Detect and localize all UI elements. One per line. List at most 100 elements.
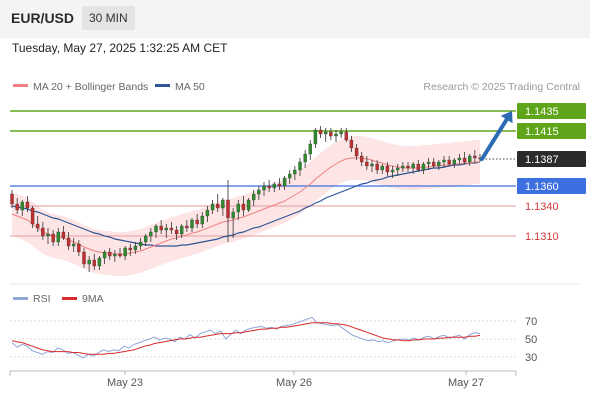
candle-body	[36, 223, 40, 229]
ma50-legend-label: MA 50	[175, 81, 205, 93]
candle-body	[72, 243, 76, 247]
candle-body	[92, 259, 96, 267]
candle-body	[61, 231, 66, 239]
forecast-arrow	[480, 111, 513, 161]
candle-body	[97, 257, 102, 267]
header-bar: EUR/USD 30 MIN	[0, 0, 590, 38]
level-label-text: 1.1340	[525, 201, 559, 213]
rsi-panel: 70 50 30	[10, 316, 537, 364]
candle-body	[293, 169, 297, 175]
candle-body	[226, 199, 230, 219]
candle-body	[473, 155, 477, 159]
candle-body	[82, 251, 86, 265]
candle-body	[159, 225, 163, 231]
level-label-text: 1.1415	[525, 126, 559, 138]
candle-body	[318, 129, 323, 135]
candle-body	[216, 203, 220, 209]
candle-body	[380, 165, 384, 171]
ma20-legend-swatch	[13, 84, 28, 87]
level-label-box	[517, 123, 586, 139]
candle-body	[416, 163, 420, 171]
candle-body	[406, 165, 410, 169]
price-levels	[10, 110, 516, 237]
candle-body	[298, 161, 302, 171]
candle-body	[180, 225, 184, 235]
level-labels: 1.1435 1.1415 1.1387 1.1360 1.1340 1.1310	[517, 103, 586, 243]
timeframe-button[interactable]: 30 MIN	[82, 6, 135, 30]
candle-body	[46, 233, 50, 237]
candle-body	[447, 159, 451, 165]
candle-body	[20, 201, 24, 211]
candle-body	[462, 157, 467, 163]
level-label-text: 1.1360	[525, 181, 559, 193]
candle-body	[360, 155, 364, 163]
rsi-line	[11, 316, 481, 359]
candle-body	[329, 131, 333, 137]
candle-body	[426, 161, 431, 165]
candle-body	[231, 211, 235, 219]
candle-body	[385, 165, 390, 173]
candle-body	[174, 229, 179, 235]
candle-body	[396, 167, 400, 171]
candle-body	[77, 243, 81, 253]
candle-body	[308, 143, 312, 155]
candle-body	[313, 129, 318, 145]
candle-body	[138, 241, 143, 247]
candle-body	[324, 131, 328, 135]
candle-body	[282, 177, 287, 187]
datetime-label: Tuesday, May 27, 2025 1:32:25 AM CET	[12, 41, 228, 55]
candle-body	[113, 253, 117, 257]
candle-body	[354, 147, 359, 157]
symbol-label: EUR/USD	[11, 10, 75, 26]
candle-body	[365, 161, 369, 167]
rsi-ma-line	[11, 322, 481, 355]
candle-body	[344, 131, 348, 141]
candles	[10, 126, 482, 272]
time-axis-labels: May 23 May 26 May 27	[107, 371, 484, 389]
candle-body	[272, 183, 276, 189]
candle-body	[118, 253, 122, 257]
level-label-box	[517, 103, 586, 119]
candle-body	[169, 227, 174, 231]
candle-body	[442, 159, 446, 163]
candle-body	[421, 163, 426, 171]
ma20-legend-label: MA 20 + Bollinger Bands	[33, 81, 148, 93]
candle-body	[468, 155, 472, 163]
candle-body	[349, 139, 354, 149]
candle-body	[15, 203, 19, 211]
candle-body	[210, 203, 215, 211]
candle-body	[236, 203, 240, 213]
candle-body	[87, 259, 91, 265]
candle-body	[30, 207, 35, 225]
rsi-legend-swatch	[13, 297, 28, 300]
ma50-line	[11, 161, 481, 247]
level-label-text: 1.1387	[525, 154, 559, 166]
candle-body	[370, 163, 374, 167]
candle-body	[267, 185, 271, 189]
candle-body	[221, 199, 225, 209]
credit-label: Research © 2025 Trading Central	[423, 81, 580, 93]
candle-body	[56, 231, 60, 243]
candle-body	[41, 227, 45, 237]
candle-body	[154, 225, 158, 233]
candle-body	[144, 235, 148, 243]
rsi-legend-label: RSI	[33, 293, 51, 305]
candle-body	[25, 201, 30, 209]
time-axis-label: May 27	[448, 377, 484, 389]
candle-body	[123, 247, 127, 257]
candle-body	[411, 163, 415, 169]
candle-body	[277, 183, 282, 187]
candle-body	[185, 225, 189, 229]
candle-body	[200, 215, 204, 225]
level-label-box	[517, 151, 586, 167]
rsi-tick-label: 70	[525, 316, 537, 328]
candle-body	[437, 161, 441, 167]
time-axis-label: May 26	[276, 377, 312, 389]
candle-body	[334, 133, 338, 137]
forecast-arrow-head	[500, 111, 513, 124]
candle-body	[457, 157, 462, 161]
candle-body	[375, 163, 379, 171]
rsi-tick-label: 30	[525, 352, 537, 364]
level-label-box	[517, 178, 586, 194]
candle-body	[288, 173, 292, 179]
